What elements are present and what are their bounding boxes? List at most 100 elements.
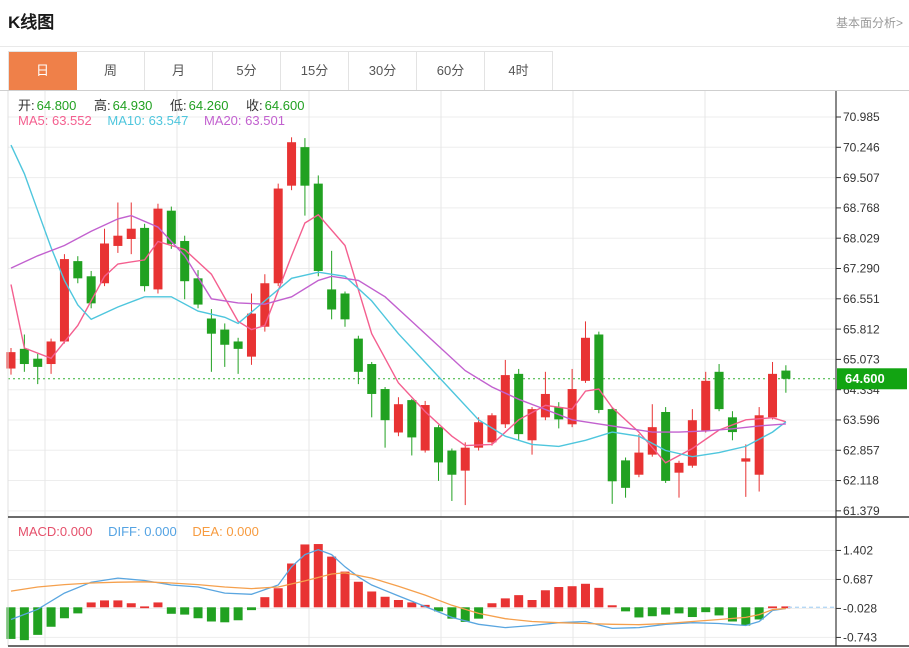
- svg-text:69.507: 69.507: [843, 171, 880, 185]
- candle: [661, 411, 671, 481]
- macd-bar: [714, 607, 724, 616]
- candle: [474, 422, 484, 448]
- macd-bar: [567, 586, 577, 608]
- tab-period-0[interactable]: 日: [9, 52, 77, 90]
- candle: [594, 334, 604, 410]
- candle: [781, 370, 791, 379]
- candle: [153, 208, 163, 290]
- svg-text:63.596: 63.596: [843, 413, 880, 427]
- fundamental-analysis-link[interactable]: 基本面分析>: [835, 16, 903, 30]
- ma20-line: [10, 214, 786, 433]
- candle: [393, 404, 403, 433]
- candle: [193, 278, 203, 305]
- tab-period-3[interactable]: 5分: [213, 52, 281, 90]
- macd-bar: [554, 587, 564, 608]
- macd-bar: [367, 591, 377, 608]
- macd-bar: [781, 606, 791, 609]
- candle: [126, 228, 136, 239]
- macd-bar: [153, 602, 163, 608]
- gridlines: [8, 91, 836, 646]
- macd-bar: [647, 607, 657, 617]
- candle: [714, 371, 724, 410]
- tab-period-7[interactable]: 4时: [485, 52, 553, 90]
- candle: [33, 358, 43, 367]
- svg-text:61.379: 61.379: [843, 504, 880, 518]
- macd-bar: [100, 600, 110, 608]
- candle: [233, 341, 243, 349]
- candle: [500, 375, 510, 425]
- macd-bar: [313, 544, 323, 608]
- candle: [514, 373, 524, 435]
- ohlc-legend: 开: 64.800 高: 64.930 低: 64.260 收: 64.600: [18, 98, 305, 113]
- macd-bar: [273, 588, 283, 608]
- candle: [327, 289, 337, 310]
- candle: [527, 409, 537, 441]
- page-title: K线图: [8, 13, 55, 32]
- macd-bar: [233, 607, 243, 621]
- candle: [407, 400, 417, 438]
- svg-text:68.768: 68.768: [843, 201, 880, 215]
- svg-text:68.029: 68.029: [843, 231, 880, 245]
- period-tabbar: 日周月 5分 15分 30分 60分 4时: [8, 51, 553, 90]
- ma10-line: [10, 144, 787, 458]
- macd-bar: [59, 607, 69, 619]
- macd-bar: [500, 598, 510, 608]
- diff-line: [10, 549, 786, 630]
- candle: [674, 462, 684, 473]
- candle: [180, 241, 190, 282]
- macd-bar: [580, 583, 590, 608]
- macd-bar: [46, 607, 56, 627]
- macd-bar: [33, 607, 43, 635]
- candle: [420, 405, 430, 451]
- price-badge: 64.600: [837, 368, 907, 390]
- candle: [647, 427, 657, 455]
- macd-bar: [514, 595, 524, 608]
- svg-text:1.402: 1.402: [843, 544, 873, 558]
- macd-bar: [447, 607, 457, 619]
- dea-line: [10, 572, 786, 626]
- candle: [6, 352, 16, 369]
- candle: [741, 458, 751, 462]
- chart-frame: [7, 91, 909, 647]
- candle: [687, 420, 697, 466]
- ma5-line: [10, 213, 787, 464]
- tab-period-5[interactable]: 30分: [349, 52, 417, 90]
- macd-bar: [73, 607, 83, 614]
- macd-bar: [687, 607, 697, 618]
- price-axis: 70.985 70.246 69.507 68.768 68.029 67.290 66.5…: [836, 110, 880, 518]
- macd-bar: [621, 607, 631, 612]
- svg-text:70.985: 70.985: [843, 110, 880, 124]
- macd-bar: [113, 600, 123, 608]
- candle: [607, 409, 617, 482]
- candle: [554, 407, 564, 420]
- candle: [353, 338, 363, 372]
- svg-text:-0.743: -0.743: [843, 631, 877, 645]
- candle: [59, 259, 69, 342]
- candle: [754, 415, 764, 475]
- macd-bar: [607, 605, 617, 608]
- tab-period-1[interactable]: 周: [77, 52, 145, 90]
- candle: [273, 188, 283, 284]
- tab-period-4[interactable]: 15分: [281, 52, 349, 90]
- macd-bar: [340, 571, 350, 608]
- candle: [460, 447, 470, 471]
- macd-bar: [434, 607, 444, 612]
- candle: [46, 341, 56, 365]
- svg-text:-0.028: -0.028: [843, 602, 877, 616]
- svg-text:64.600: 64.600: [845, 371, 885, 386]
- macd-bar: [701, 607, 711, 613]
- tab-period-2[interactable]: 月: [145, 52, 213, 90]
- macd-bar: [407, 602, 417, 608]
- svg-text:66.551: 66.551: [843, 292, 880, 306]
- macd-bar: [353, 581, 363, 608]
- tab-period-6[interactable]: 60分: [417, 52, 485, 90]
- macd-bar: [140, 606, 150, 609]
- macd-bar: [487, 603, 497, 608]
- macd-bar: [86, 602, 96, 608]
- macd-bar: [527, 600, 537, 608]
- macd-plot: [6, 544, 836, 641]
- macd-axis: 1.402 0.687 -0.028 -0.743: [836, 544, 877, 645]
- candle: [206, 318, 216, 334]
